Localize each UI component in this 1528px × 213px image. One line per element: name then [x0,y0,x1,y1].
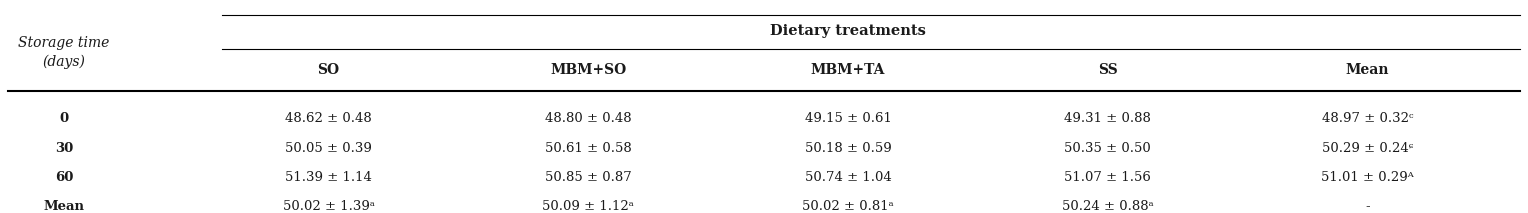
Text: 50.35 ± 0.50: 50.35 ± 0.50 [1065,141,1151,155]
Text: 50.18 ± 0.59: 50.18 ± 0.59 [805,141,891,155]
Text: 60: 60 [55,171,73,184]
Text: 48.97 ± 0.32ᶜ: 48.97 ± 0.32ᶜ [1322,112,1413,125]
Text: 51.39 ± 1.14: 51.39 ± 1.14 [286,171,371,184]
Text: Mean: Mean [1346,63,1389,77]
Text: 50.09 ± 1.12ᵃ: 50.09 ± 1.12ᵃ [542,200,634,213]
Text: -: - [1365,200,1371,213]
Text: 50.61 ± 0.58: 50.61 ± 0.58 [545,141,631,155]
Text: MBM+TA: MBM+TA [811,63,885,77]
Text: SO: SO [318,63,339,77]
Text: 0: 0 [60,112,69,125]
Text: Mean: Mean [44,200,84,213]
Text: 50.02 ± 0.81ᵃ: 50.02 ± 0.81ᵃ [802,200,894,213]
Text: 50.29 ± 0.24ᶝ: 50.29 ± 0.24ᶝ [1322,141,1413,155]
Text: MBM+SO: MBM+SO [550,63,626,77]
Text: 50.02 ± 1.39ᵃ: 50.02 ± 1.39ᵃ [283,200,374,213]
Text: 48.62 ± 0.48: 48.62 ± 0.48 [286,112,371,125]
Text: 50.24 ± 0.88ᵃ: 50.24 ± 0.88ᵃ [1062,200,1154,213]
Text: SS: SS [1099,63,1117,77]
Text: Storage time
(days): Storage time (days) [18,36,110,69]
Text: 48.80 ± 0.48: 48.80 ± 0.48 [545,112,631,125]
Text: 50.05 ± 0.39: 50.05 ± 0.39 [286,141,371,155]
Text: Dietary treatments: Dietary treatments [770,24,926,38]
Text: 51.07 ± 1.56: 51.07 ± 1.56 [1065,171,1151,184]
Text: 49.31 ± 0.88: 49.31 ± 0.88 [1065,112,1151,125]
Text: 50.74 ± 1.04: 50.74 ± 1.04 [805,171,891,184]
Text: 51.01 ± 0.29ᴬ: 51.01 ± 0.29ᴬ [1322,171,1413,184]
Text: 50.85 ± 0.87: 50.85 ± 0.87 [545,171,631,184]
Text: 49.15 ± 0.61: 49.15 ± 0.61 [805,112,891,125]
Text: 30: 30 [55,141,73,155]
